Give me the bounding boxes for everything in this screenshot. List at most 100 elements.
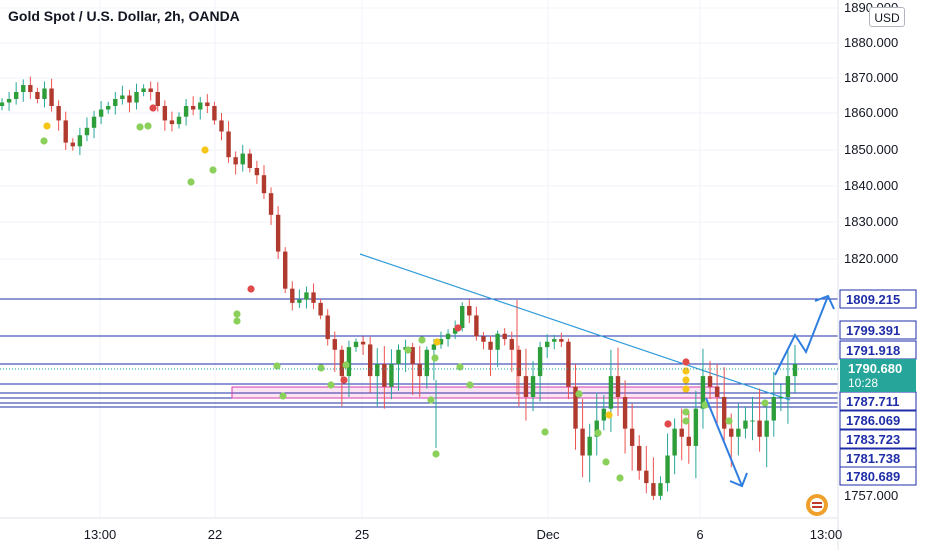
projection-up-arrow <box>774 295 829 376</box>
candle <box>35 92 40 99</box>
signal-dot <box>149 104 157 112</box>
last-price-box <box>840 359 916 392</box>
signal-dot <box>682 367 690 375</box>
candle <box>580 428 585 456</box>
level-price-label-box <box>839 320 917 340</box>
candle <box>49 88 54 106</box>
signal-dot <box>432 450 440 458</box>
candle <box>219 120 224 132</box>
signal-dot <box>594 429 602 437</box>
chart-title: Gold Spot / U.S. Dollar, 2h, OANDA <box>8 8 240 24</box>
signal-dot <box>233 317 241 325</box>
candle <box>686 436 691 446</box>
signal-dot <box>187 178 195 186</box>
candle <box>346 347 352 377</box>
signal-dot <box>454 324 462 332</box>
signal-dot <box>541 428 549 436</box>
candle <box>77 135 83 147</box>
candle <box>417 364 422 377</box>
level-price-label: 1787.711 <box>846 394 900 409</box>
signal-dot <box>209 166 217 174</box>
candle <box>474 315 479 337</box>
countdown-label: 10:28 <box>848 376 878 390</box>
time-tick-label: 25 <box>355 527 369 542</box>
candle <box>0 102 5 106</box>
price-tick-label: 1870.000 <box>844 70 898 85</box>
candle <box>679 428 684 437</box>
projection-down-arrow <box>705 397 743 487</box>
candle <box>707 376 713 387</box>
candle <box>785 376 791 397</box>
candle <box>141 88 146 92</box>
candle <box>544 341 550 348</box>
candle <box>247 153 253 168</box>
candle <box>28 85 33 92</box>
candle <box>509 339 514 350</box>
candle <box>608 376 614 409</box>
signal-dot <box>340 376 348 384</box>
signal-dot <box>431 354 439 362</box>
level-price-label-box <box>839 466 917 486</box>
signal-dot <box>616 474 624 482</box>
signal-dot <box>418 336 426 344</box>
candle <box>552 339 557 342</box>
candle <box>13 92 19 99</box>
level-price-label: 1786.069 <box>846 413 900 428</box>
candle <box>205 102 210 106</box>
time-tick-label: Dec <box>536 527 560 542</box>
candle <box>700 376 706 409</box>
flag-badge-icon <box>806 494 828 516</box>
candle <box>304 292 309 300</box>
candle <box>389 364 394 387</box>
candle <box>176 116 182 125</box>
candle <box>467 305 472 316</box>
candle <box>445 333 451 340</box>
candle <box>637 445 642 471</box>
signal-dot <box>201 146 209 154</box>
candle <box>764 420 769 437</box>
candle <box>106 106 111 110</box>
candle <box>42 88 47 99</box>
candle <box>21 85 26 92</box>
candle <box>736 428 741 437</box>
time-tick-label: 13:00 <box>810 527 843 542</box>
candle <box>134 92 139 103</box>
time-tick-label: 6 <box>696 527 703 542</box>
candle <box>672 428 677 456</box>
candle <box>375 364 380 377</box>
candle <box>127 95 132 103</box>
candle <box>750 420 755 422</box>
candle <box>261 175 267 194</box>
level-price-label: 1809.215 <box>846 292 900 307</box>
candle <box>155 92 160 106</box>
signal-dot <box>456 363 464 371</box>
level-price-label: 1799.391 <box>846 323 900 338</box>
candle <box>98 109 104 117</box>
candle <box>729 428 734 437</box>
candle <box>325 315 330 340</box>
candle <box>537 347 543 377</box>
candle <box>190 106 196 110</box>
signal-dot <box>682 376 690 384</box>
signal-dot <box>233 310 241 318</box>
candle <box>615 376 621 397</box>
candle <box>183 106 189 117</box>
signal-dot <box>682 417 690 425</box>
flag-stripe <box>812 502 822 504</box>
candle <box>233 157 238 165</box>
time-tick-label: 13:00 <box>84 527 117 542</box>
price-tick-label: 1840.000 <box>844 178 898 193</box>
candle <box>360 341 366 345</box>
flag-stripe <box>812 506 822 508</box>
candle <box>622 396 628 429</box>
candle <box>488 341 493 350</box>
candle <box>290 288 295 303</box>
candle <box>743 420 748 429</box>
signal-dot <box>664 420 672 428</box>
candle <box>410 347 415 365</box>
candle <box>353 341 359 348</box>
signal-dot <box>761 399 769 407</box>
currency-button[interactable]: USD <box>869 7 905 27</box>
